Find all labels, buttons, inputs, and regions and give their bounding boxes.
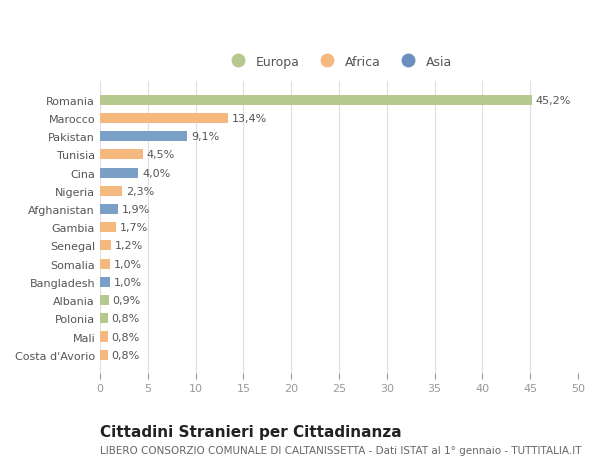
- Bar: [100, 259, 110, 269]
- Text: 2,3%: 2,3%: [126, 186, 154, 196]
- Bar: [100, 168, 138, 178]
- Text: Cittadini Stranieri per Cittadinanza: Cittadini Stranieri per Cittadinanza: [100, 425, 401, 440]
- Text: 1,9%: 1,9%: [122, 205, 150, 214]
- Text: 1,0%: 1,0%: [113, 259, 142, 269]
- Bar: [100, 313, 107, 324]
- Bar: [100, 241, 112, 251]
- Bar: [100, 132, 187, 142]
- Text: 0,9%: 0,9%: [112, 296, 140, 305]
- Bar: [100, 95, 532, 106]
- Text: 45,2%: 45,2%: [536, 95, 571, 106]
- Text: 0,8%: 0,8%: [112, 313, 140, 324]
- Text: 0,8%: 0,8%: [112, 350, 140, 360]
- Bar: [100, 223, 116, 233]
- Bar: [100, 296, 109, 305]
- Text: 1,2%: 1,2%: [115, 241, 143, 251]
- Text: 1,0%: 1,0%: [113, 277, 142, 287]
- Text: 13,4%: 13,4%: [232, 114, 267, 123]
- Bar: [100, 114, 228, 123]
- Bar: [100, 332, 107, 342]
- Bar: [100, 205, 118, 214]
- Bar: [100, 350, 107, 360]
- Text: 4,5%: 4,5%: [147, 150, 175, 160]
- Text: 1,7%: 1,7%: [120, 223, 148, 233]
- Text: 0,8%: 0,8%: [112, 332, 140, 342]
- Bar: [100, 186, 122, 196]
- Bar: [100, 277, 110, 287]
- Text: LIBERO CONSORZIO COMUNALE DI CALTANISSETTA - Dati ISTAT al 1° gennaio - TUTTITAL: LIBERO CONSORZIO COMUNALE DI CALTANISSET…: [100, 445, 581, 455]
- Bar: [100, 150, 143, 160]
- Text: 4,0%: 4,0%: [142, 168, 170, 178]
- Text: 9,1%: 9,1%: [191, 132, 219, 142]
- Legend: Europa, Africa, Asia: Europa, Africa, Asia: [221, 50, 457, 73]
